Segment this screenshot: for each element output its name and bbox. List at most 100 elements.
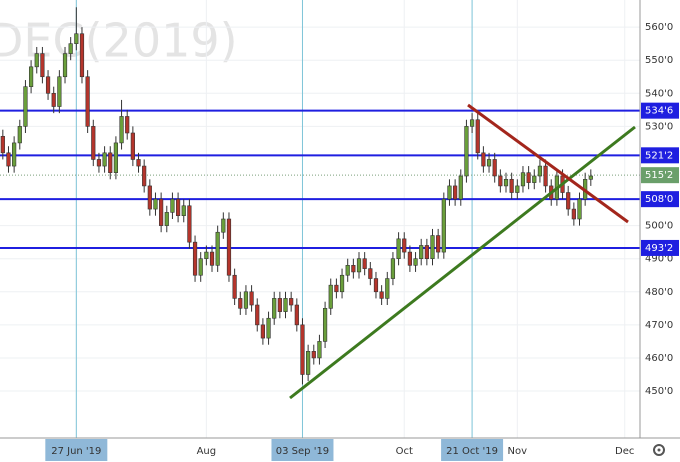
candle-body — [294, 304, 299, 326]
level-label: 521'2 — [645, 150, 673, 161]
level-label: 508'0 — [645, 194, 673, 205]
candle-body — [379, 291, 384, 299]
candle-body — [108, 152, 113, 173]
level-label-box — [641, 239, 679, 256]
candle-body — [57, 76, 62, 107]
candle-body — [79, 33, 85, 78]
candle-body — [306, 351, 311, 375]
candle-body — [68, 43, 73, 54]
candle-body — [498, 175, 503, 187]
settings-icon[interactable] — [653, 444, 665, 456]
candle-body — [181, 205, 186, 216]
candle-body — [339, 274, 345, 293]
candle-body — [23, 86, 28, 127]
y-tick-label: 540'0 — [645, 88, 673, 99]
candle-body — [40, 53, 45, 78]
x-axis-panel — [0, 438, 680, 462]
candle-body — [91, 126, 96, 160]
candle-body — [85, 76, 90, 127]
candle-body — [232, 274, 237, 299]
candles — [0, 7, 593, 385]
candle-body — [277, 298, 282, 312]
candle-body — [453, 185, 458, 200]
candle-body — [17, 126, 22, 144]
candle-body — [526, 172, 531, 183]
candle-body — [170, 198, 175, 213]
x-tick-label: Dec — [615, 446, 634, 457]
candle-body — [159, 198, 164, 226]
level-label-box — [641, 191, 679, 208]
candle-body — [566, 192, 571, 210]
candle-body — [373, 278, 379, 293]
watermark: DEC(2019) — [0, 14, 238, 68]
candle-body — [322, 308, 328, 342]
candle-body — [571, 208, 576, 220]
candle-body — [362, 258, 367, 269]
candle-body — [51, 92, 56, 107]
candle-body — [249, 291, 254, 306]
y-tick-label: 460'0 — [645, 353, 673, 364]
candle-body — [96, 159, 102, 167]
candle-body — [481, 152, 486, 167]
candle-body — [486, 159, 492, 167]
candle-body — [300, 324, 305, 375]
y-tick-label: 500'0 — [645, 221, 673, 232]
candle-body — [419, 245, 424, 259]
candle-body — [175, 198, 181, 216]
candle-body — [492, 159, 497, 177]
candle-body — [447, 185, 452, 200]
candle-body — [113, 142, 119, 173]
candle-body — [385, 278, 390, 299]
last-price-box — [641, 167, 679, 184]
candle-body — [198, 258, 203, 276]
y-tick-label: 490'0 — [645, 254, 673, 265]
last-price-label: 515'2 — [645, 170, 673, 181]
candle-body — [125, 116, 130, 134]
candle-body — [503, 179, 509, 187]
candle-body — [255, 304, 260, 326]
y-tick-label: 560'0 — [645, 22, 673, 33]
x-label-box — [45, 439, 108, 461]
candle-body — [317, 341, 322, 359]
candle-body — [543, 165, 548, 187]
candle-body — [204, 251, 209, 259]
level-label-box — [641, 147, 679, 164]
candle-body — [243, 291, 249, 309]
candle-body — [238, 298, 243, 309]
candle-body — [520, 172, 526, 187]
candle-body — [424, 245, 429, 259]
candle-body — [6, 152, 11, 167]
candle-body — [311, 351, 316, 359]
candle-body — [215, 231, 220, 266]
x-label-box — [441, 439, 504, 461]
candle-body — [130, 132, 135, 160]
y-tick-label: 550'0 — [645, 55, 673, 66]
candle-body — [390, 258, 396, 279]
candle-body — [368, 268, 373, 279]
candle-body — [577, 198, 582, 220]
candle-body — [396, 238, 401, 259]
candle-body — [537, 165, 543, 177]
candle-body — [441, 198, 446, 253]
y-axis-panel — [640, 0, 680, 438]
candle-body — [34, 53, 39, 68]
candle-body — [345, 265, 350, 276]
candle-body — [402, 238, 407, 253]
candle-body — [532, 175, 537, 183]
candle-body — [226, 218, 232, 276]
trend-line-up — [289, 125, 636, 400]
candle-body — [289, 298, 294, 306]
candle-body — [119, 116, 124, 144]
candle-body — [147, 185, 152, 210]
x-tick-label: Oct — [396, 446, 413, 457]
candle-body — [328, 284, 333, 309]
candle-body — [509, 179, 514, 193]
candle-body — [102, 152, 107, 167]
candle-body — [74, 33, 79, 44]
y-tick-label: 480'0 — [645, 287, 673, 298]
y-tick-label: 530'0 — [645, 121, 673, 132]
y-tick-label: 450'0 — [645, 386, 673, 397]
candle-body — [475, 119, 480, 154]
level-label: 534'6 — [645, 106, 673, 117]
